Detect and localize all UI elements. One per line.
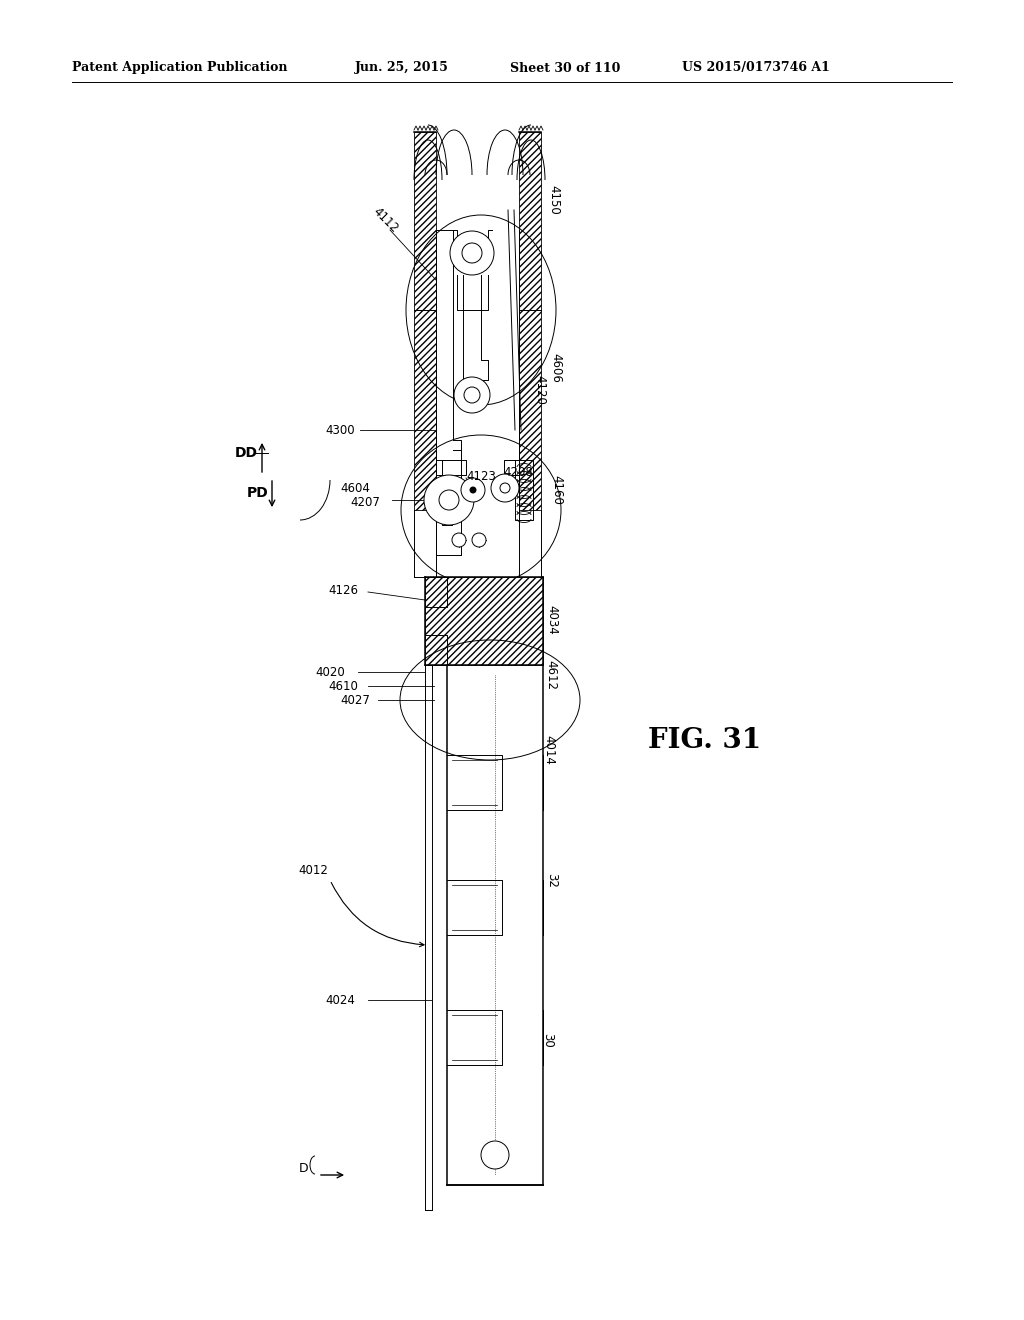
- Text: 4034: 4034: [546, 605, 558, 635]
- Text: 4300: 4300: [326, 424, 355, 437]
- Text: 32: 32: [546, 873, 558, 887]
- Text: 4123: 4123: [466, 470, 496, 483]
- Text: D: D: [298, 1162, 308, 1175]
- Polygon shape: [519, 132, 541, 310]
- Text: US 2015/0173746 A1: US 2015/0173746 A1: [682, 62, 829, 74]
- Circle shape: [464, 387, 480, 403]
- Circle shape: [452, 533, 466, 546]
- Text: Patent Application Publication: Patent Application Publication: [72, 62, 288, 74]
- Text: 4027: 4027: [340, 693, 370, 706]
- Text: 4160: 4160: [551, 475, 563, 506]
- Circle shape: [490, 474, 519, 502]
- Circle shape: [439, 490, 459, 510]
- Text: 4606: 4606: [550, 352, 562, 383]
- Text: 4604: 4604: [340, 482, 370, 495]
- Text: 4014: 4014: [543, 735, 555, 764]
- Text: Sheet 30 of 110: Sheet 30 of 110: [510, 62, 621, 74]
- Text: 4612: 4612: [545, 660, 557, 690]
- Circle shape: [450, 231, 494, 275]
- Circle shape: [462, 243, 482, 263]
- Text: DD: DD: [234, 446, 258, 459]
- Text: 4120: 4120: [534, 375, 547, 405]
- Circle shape: [481, 1140, 509, 1170]
- Text: Jun. 25, 2015: Jun. 25, 2015: [355, 62, 449, 74]
- Polygon shape: [425, 577, 543, 665]
- Text: 4610: 4610: [328, 680, 358, 693]
- Polygon shape: [414, 310, 436, 510]
- Text: 4112: 4112: [370, 205, 400, 235]
- Circle shape: [461, 478, 485, 502]
- Text: 4020: 4020: [315, 665, 345, 678]
- Text: 4150: 4150: [548, 185, 560, 215]
- Text: 4024: 4024: [326, 994, 355, 1006]
- Circle shape: [454, 378, 490, 413]
- Text: 4012: 4012: [298, 863, 328, 876]
- Polygon shape: [414, 132, 436, 310]
- Text: 30: 30: [542, 1032, 555, 1047]
- Circle shape: [424, 475, 474, 525]
- Text: PD: PD: [246, 486, 268, 500]
- Text: 4207: 4207: [350, 495, 380, 508]
- Text: FIG. 31: FIG. 31: [648, 726, 761, 754]
- Text: 4208: 4208: [503, 466, 532, 479]
- Text: 4126: 4126: [328, 583, 358, 597]
- Circle shape: [500, 483, 510, 492]
- Polygon shape: [519, 310, 541, 510]
- Circle shape: [472, 533, 486, 546]
- Circle shape: [470, 487, 476, 492]
